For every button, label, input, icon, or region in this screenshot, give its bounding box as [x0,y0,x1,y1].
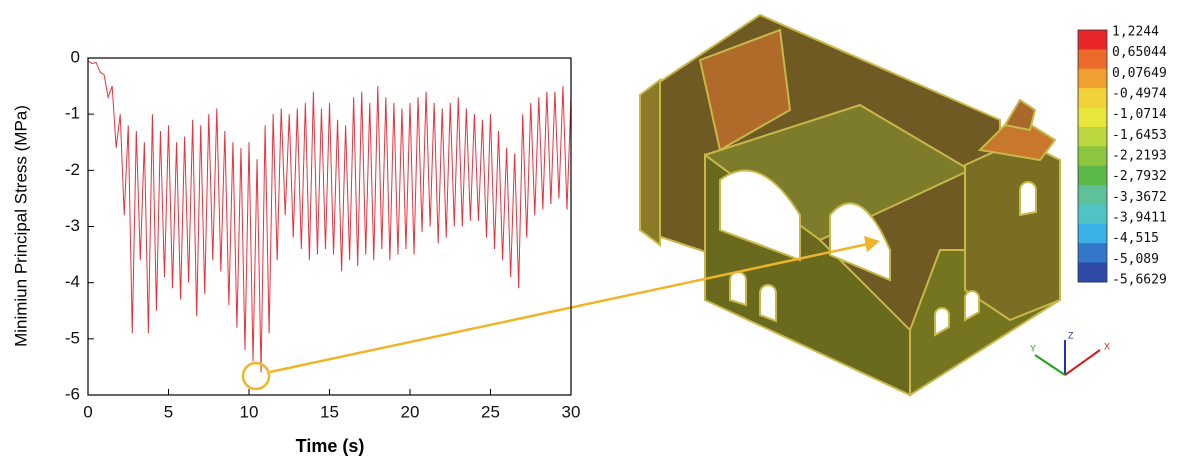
triad-label: X [1104,341,1110,351]
colorbar-label: 1,2244 [1112,25,1159,40]
building-model [639,13,1061,397]
colorbar-label: -2,7932 [1112,169,1167,184]
x-tick-label: 20 [401,402,420,421]
highlight-circle [241,361,271,391]
colorbar-band [1078,262,1107,283]
colorbar-label: -5,089 [1112,252,1159,267]
colorbar-band [1078,30,1107,50]
y-tick-label: -3 [65,216,80,235]
y-tick-label: 0 [71,47,80,66]
colorbar-label: -1,6453 [1112,128,1167,143]
colorbar-label: -0,4974 [1112,87,1167,102]
x-tick-label: 25 [481,402,500,421]
x-axis-title: Time (s) [296,436,365,456]
x-tick-label: 15 [320,402,339,421]
colorbar-band [1078,204,1107,225]
y-tick-label: -1 [65,104,80,123]
y-tick-label: -2 [65,160,80,179]
colorbar-band [1078,68,1107,89]
colorbar-band [1078,126,1107,147]
colorbar-label: -5,6629 [1112,273,1167,288]
colorbar-frame [1077,29,1108,283]
x-tick-label: 5 [164,402,173,421]
colorbar-label: 0,65044 [1112,45,1167,60]
colorbar-label: -2,2193 [1112,149,1167,164]
y-axis-title: Minimiun Principal Stress (MPa) [11,105,30,347]
colorbar-label: -4,515 [1112,231,1159,246]
colorbar-band [1078,107,1107,128]
y-tick-label: -4 [65,272,80,291]
colorbar-band [1078,49,1107,70]
axis-triad [1034,340,1101,376]
colorbar-band [1078,146,1107,167]
colorbar-label: -3,9411 [1112,211,1167,226]
y-tick-label: -6 [65,384,80,403]
x-tick-label: 10 [240,402,259,421]
colorbar-band [1078,88,1107,109]
colorbar-label: -3,3672 [1112,190,1167,205]
arrow-head [864,236,880,252]
colorbar-band [1078,243,1107,264]
x-tick-label: 0 [83,402,92,421]
annotation-arrow [269,242,869,374]
colorbar-band [1078,223,1107,244]
colorbar-band [1078,165,1107,186]
colorbar-band [1078,185,1107,205]
colorbar-label: -1,0714 [1112,107,1167,122]
data-line [87,60,572,373]
triad-label: Z [1068,330,1074,340]
x-tick-label: 30 [562,402,581,421]
colorbar-label: 0,07649 [1112,66,1167,81]
triad-label: Y [1030,343,1036,353]
plot-frame [87,57,572,396]
y-tick-label: -5 [65,328,80,347]
